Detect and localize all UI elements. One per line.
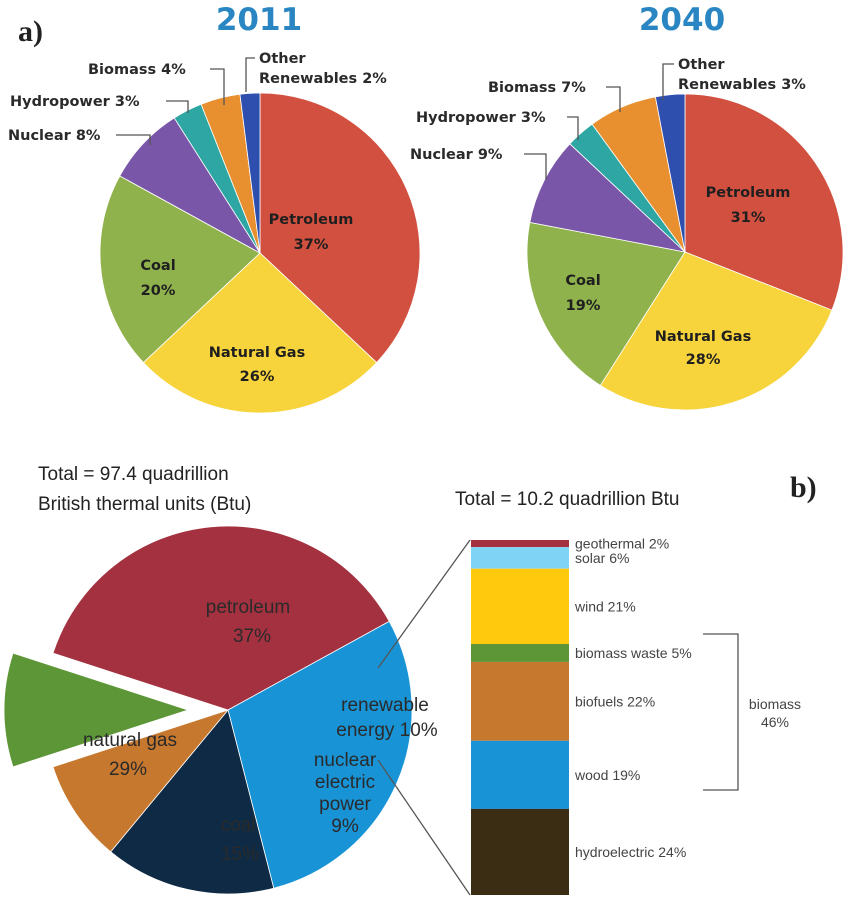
- pie-2011-petroleum-label: Petroleum: [269, 212, 354, 228]
- pie-b-coal-label: coal: [221, 815, 256, 836]
- pie-2011-natural-gas-label: Natural Gas: [209, 345, 305, 361]
- pie-2040-hydro-leader: [567, 116, 579, 140]
- pie-2011-other-label-2: Renewables 2%: [259, 71, 387, 87]
- pie-2040-nuclear-leader: [524, 153, 547, 180]
- pie-2011-coal-value: 20%: [141, 283, 176, 299]
- pie-2040-slice-nuclear: [529, 143, 687, 253]
- pie-2040-biomass-label: Biomass 7%: [488, 80, 586, 96]
- pie-2011-slice-other-renewables: [239, 92, 261, 254]
- pie-b-petroleum-value: 37%: [233, 626, 271, 647]
- pie-2040-slice-other-renewables: [654, 93, 686, 253]
- pie-b-petroleum-label: petroleum: [206, 597, 291, 618]
- pie-b-slice-petroleum: [52, 525, 390, 711]
- pie-2040-petroleum-value: 31%: [731, 210, 766, 226]
- pie-b-nuclear-line-1: nuclear: [314, 750, 377, 771]
- pie-2011-other-label-1: Other: [259, 51, 306, 67]
- pie-b-coal-value: 15%: [221, 844, 259, 865]
- panel-b-label: b): [790, 471, 817, 504]
- pie-2040: [526, 93, 844, 411]
- bar-label-solar: solar 6%: [575, 550, 629, 566]
- pie-b-renewable-line-2: energy 10%: [336, 720, 438, 741]
- pie-2040-petroleum-label: Petroleum: [706, 185, 791, 201]
- pie-b-natural-gas-value: 29%: [109, 759, 147, 780]
- bar-label-hydroelectric: hydroelectric 24%: [575, 844, 686, 860]
- bar-segment-hydroelectric: [471, 808, 569, 895]
- pie-2040-other-label-1: Other: [678, 57, 725, 73]
- biomass-bracket: [703, 633, 739, 791]
- pie-2011-hydro-leader: [166, 100, 189, 113]
- pie-b-slice-renewable-energy: [3, 652, 190, 768]
- pie-b-total-line-2: British thermal units (Btu): [38, 494, 251, 515]
- pie-2040-title: 2040: [639, 2, 725, 38]
- pie-2011-hydro-label: Hydropower 3%: [10, 94, 140, 110]
- pie-2011-natural-gas-value: 26%: [240, 369, 275, 385]
- pie-b-slice-coal: [110, 709, 275, 895]
- bar-label-wind: wind 21%: [574, 598, 636, 614]
- pie-2011-biomass-label: Biomass 4%: [88, 62, 186, 78]
- pie-2011-coal-label: Coal: [140, 258, 175, 274]
- bar-label-biomass-waste: biomass waste 5%: [575, 645, 692, 661]
- pie-2040-natural-gas-value: 28%: [686, 352, 721, 368]
- pie-2040-coal-label: Coal: [565, 273, 600, 289]
- pie-b-total-line-1: Total = 97.4 quadrillion: [38, 464, 229, 485]
- pie-2040-coal-value: 19%: [566, 298, 601, 314]
- pie-2040-hydro-label: Hydropower 3%: [416, 110, 546, 126]
- bar-connector-top: [377, 539, 471, 669]
- bar-label-biofuels: biofuels 22%: [575, 693, 655, 709]
- pie-2040-biomass-leader: [606, 86, 621, 112]
- pie-2040-other-label-2: Renewables 3%: [678, 77, 806, 93]
- pie-2040-slice-coal: [526, 221, 686, 386]
- panel-a-label: a): [18, 15, 43, 48]
- pie-2011-biomass-leader: [210, 68, 225, 105]
- bar-label-geothermal: geothermal 2%: [575, 536, 669, 552]
- pie-2040-natural-gas-label: Natural Gas: [655, 329, 751, 345]
- pie-2011-title: 2011: [216, 2, 302, 38]
- pie-2040-slice-petroleum: [684, 93, 844, 311]
- pie-b-slice-nuclear-electric-power: [52, 709, 230, 853]
- pie-2040-slice-natural-gas: [599, 251, 833, 411]
- bar-connector-bottom: [377, 759, 471, 896]
- pie-b-nuclear-line-2: electric: [315, 772, 375, 793]
- pie-2011-slice-coal: [99, 175, 261, 364]
- pie-b-slice-natural-gas: [227, 620, 413, 889]
- pie-2040-other-leader: [662, 63, 674, 100]
- bar-segment-wood: [471, 740, 569, 809]
- pie-b-nuclear-line-3: power: [319, 794, 371, 815]
- pie-2011: [99, 92, 421, 414]
- pie-2011-petroleum-value: 37%: [294, 237, 329, 253]
- pie-b-renewable-line-1: renewable: [341, 695, 429, 716]
- biomass-group-value: 46%: [761, 714, 789, 730]
- pie-2011-nuclear-leader: [116, 134, 151, 145]
- bar-segment-geothermal: [471, 540, 569, 548]
- pie-2011-nuclear-label: Nuclear 8%: [8, 128, 101, 144]
- pie-2011-slice-petroleum: [259, 92, 421, 364]
- pie-b-nuclear-value: 9%: [331, 816, 359, 837]
- bar-total-label: Total = 10.2 quadrillion Btu: [455, 489, 679, 510]
- bar-label-wood: wood 19%: [574, 767, 640, 783]
- bar-segment-wind: [471, 568, 569, 644]
- pie-2040-nuclear-label: Nuclear 9%: [410, 147, 503, 163]
- pie-2011-other-leader: [245, 57, 255, 92]
- bar-segment-biofuels: [471, 661, 569, 741]
- pie-b-natural-gas-label: natural gas: [83, 730, 177, 751]
- bar-segment-biomass-waste: [471, 643, 569, 662]
- stacked-bar: geothermal 2%solar 6% wind 21% biomass was…: [471, 536, 692, 895]
- pie-2011-slice-natural-gas: [142, 252, 378, 414]
- bar-segment-solar: [471, 547, 569, 569]
- pie-b: [3, 525, 413, 895]
- biomass-group-label: biomass: [749, 696, 801, 712]
